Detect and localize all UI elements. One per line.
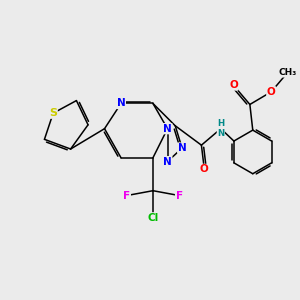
Text: H
N: H N xyxy=(217,119,224,138)
Text: N: N xyxy=(178,143,186,153)
Text: CH₃: CH₃ xyxy=(278,68,297,77)
Text: O: O xyxy=(200,164,209,174)
Text: F: F xyxy=(123,190,130,200)
Text: F: F xyxy=(176,190,183,200)
Text: O: O xyxy=(267,87,276,97)
Text: O: O xyxy=(229,80,238,90)
Text: N: N xyxy=(163,157,172,166)
Text: Cl: Cl xyxy=(147,213,159,223)
Text: N: N xyxy=(163,124,172,134)
Text: S: S xyxy=(49,108,57,118)
Text: N: N xyxy=(117,98,125,109)
